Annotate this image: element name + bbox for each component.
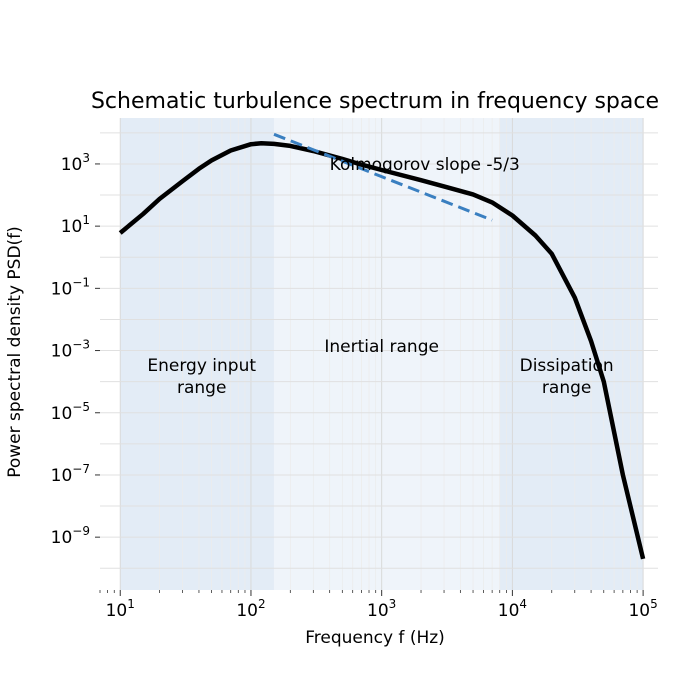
y-tick-label: 103 [61, 151, 90, 175]
dissipation-region [499, 118, 644, 590]
y-tick-label: 10−5 [51, 400, 90, 424]
x-tick-label: 101 [106, 597, 135, 621]
inertial-region-label: Inertial range [324, 337, 439, 357]
x-tick-label: 103 [367, 597, 396, 621]
x-tick-label: 104 [498, 597, 527, 621]
y-tick-label: 101 [61, 213, 90, 237]
kolmogorov-slope-annotation: Kolmogorov slope -5/3 [330, 155, 520, 175]
inertial-region [273, 118, 500, 590]
psd-curve [118, 141, 646, 560]
region-labels: Energy input range Inertial range Dissipati… [147, 155, 613, 398]
axes: 101 102 103 104 105 103 101 10−1 10−3 10−5 10−7 10−… [51, 151, 658, 621]
x-axis-label: Frequency f (Hz) [305, 628, 445, 648]
y-tick-label: 10−1 [51, 275, 90, 299]
energy-input-region [120, 118, 274, 590]
energy-input-region-label: Energy input range [147, 356, 256, 398]
y-tick-label: 10−9 [51, 524, 90, 548]
y-tick-label: 10−7 [51, 462, 90, 486]
chart-title: Schematic turbulence spectrum in frequen… [91, 89, 659, 114]
kolmogorov-slope-line [273, 132, 493, 222]
series [118, 132, 646, 560]
y-tick-label: 10−3 [51, 338, 90, 362]
x-tick-label: 105 [628, 597, 657, 621]
dissipation-region-label: Dissipation range [520, 356, 614, 398]
grid [100, 118, 658, 590]
y-axis-label: Power spectral density PSD(f) [5, 226, 25, 478]
shaded-regions [120, 118, 644, 590]
x-tick-label: 102 [236, 597, 265, 621]
